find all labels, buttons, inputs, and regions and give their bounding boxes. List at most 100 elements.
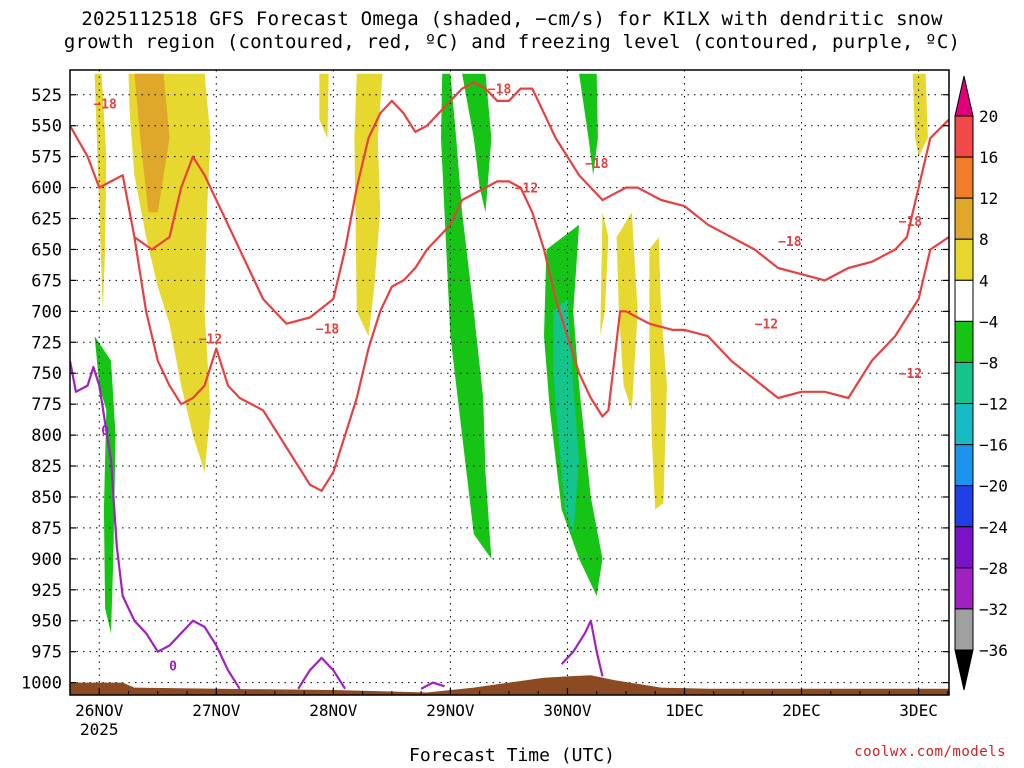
colorbar-box-1 xyxy=(954,156,974,199)
colorbar-label-10: −24 xyxy=(979,518,1008,537)
colorbar-box-11 xyxy=(954,567,974,610)
y-tick-label-825: 825 xyxy=(31,457,62,477)
omega-region-14 xyxy=(912,73,928,157)
colorbar-label-13: −36 xyxy=(979,641,1008,660)
y-axis: 525 550 575 600 625 650 675 700 725 750 775 800 825 8… xyxy=(21,86,949,694)
colorbar-box-12 xyxy=(954,608,974,651)
contour-label-11: 0 xyxy=(169,659,177,674)
colorbar-label-1: 16 xyxy=(979,148,998,167)
contour-line-2 xyxy=(70,360,241,690)
x-tick-label-1DEC: 1DEC xyxy=(665,701,704,720)
contour-label-2: −18 xyxy=(488,83,512,98)
omega-region-2 xyxy=(134,73,170,213)
omega-region-7 xyxy=(462,73,492,213)
colorbar-box-6 xyxy=(954,361,974,405)
omega-region-6 xyxy=(441,73,492,559)
omega-region-13 xyxy=(649,237,667,510)
contour-line-3 xyxy=(297,656,347,690)
y-tick-label-775: 775 xyxy=(31,395,62,415)
y-tick-label-525: 525 xyxy=(31,86,62,106)
contour-label-1: −18 xyxy=(316,323,340,338)
contour-label-9: −12 xyxy=(899,367,922,382)
colorbar-box-5 xyxy=(954,320,974,363)
y-tick-label-600: 600 xyxy=(31,179,62,199)
x-tick-label-3DEC: 3DEC xyxy=(899,701,938,720)
contour-line-0 xyxy=(70,81,949,325)
y-tick-label-750: 750 xyxy=(31,364,62,384)
x-tick-label-29NOV: 29NOV xyxy=(426,701,475,720)
colorbar-label-8: −16 xyxy=(979,436,1008,455)
contour-line-4 xyxy=(420,681,445,690)
y-tick-label-850: 850 xyxy=(31,488,62,508)
chart-title-line-2: growth region (contoured, red, ºC) and f… xyxy=(63,31,961,53)
colorbar-label-6: −8 xyxy=(979,353,998,372)
x-tick-label-30NOV: 30NOV xyxy=(543,701,592,720)
y-tick-label-725: 725 xyxy=(31,333,62,353)
x-tick-label-28NOV: 28NOV xyxy=(309,701,358,720)
colorbar-label-7: −12 xyxy=(979,395,1008,414)
colorbar-label-12: −32 xyxy=(979,600,1008,619)
y-tick-label-875: 875 xyxy=(31,519,62,539)
colorbar-box-7 xyxy=(954,403,974,446)
x-tick-sublabel-26NOV: 2025 xyxy=(80,720,119,739)
contour-label-3: −12 xyxy=(515,182,538,197)
omega-region-4 xyxy=(319,73,329,139)
omega-region-0 xyxy=(94,73,107,312)
contour-label-8: −18 xyxy=(899,215,923,230)
colorbar-box-4 xyxy=(954,279,974,322)
y-tick-label-550: 550 xyxy=(31,117,62,137)
y-tick-label-1000: 1000 xyxy=(21,674,62,694)
colorbar-label-3: 8 xyxy=(979,230,989,249)
omega-region-5 xyxy=(354,73,383,337)
y-tick-label-575: 575 xyxy=(31,148,62,168)
y-tick-label-950: 950 xyxy=(31,612,62,632)
colorbar: 20 16 12 8 4 −4 −8 −12 −16 −20 −24 −28 −32 −36 xyxy=(954,75,1008,691)
colorbar-box-3 xyxy=(954,238,974,281)
plot-frame xyxy=(69,69,950,696)
x-tick-label-26NOV: 26NOV xyxy=(75,701,124,720)
contour-labels: −18 −18 −18 −12 −18 −18 −12 −12 −18 −12 0 0 xyxy=(93,83,922,675)
ground-terrain xyxy=(70,675,949,695)
colorbar-label-4: 4 xyxy=(979,271,989,290)
omega-region-3 xyxy=(181,187,199,337)
colorbar-label-11: −28 xyxy=(979,559,1008,578)
contour-label-10: 0 xyxy=(101,424,109,439)
contour-line-1 xyxy=(133,180,949,492)
y-tick-label-675: 675 xyxy=(31,271,62,291)
colorbar-top-arrow xyxy=(954,75,974,117)
contour-label-6: −12 xyxy=(199,333,222,348)
colorbar-label-5: −4 xyxy=(979,312,998,331)
colorbar-box-10 xyxy=(954,526,974,569)
colorbar-box-2 xyxy=(954,197,974,240)
omega-region-9 xyxy=(553,299,580,535)
omega-region-11 xyxy=(600,212,609,337)
contour-label-0: −18 xyxy=(93,97,117,112)
omega-region-10 xyxy=(579,73,598,176)
contour-label-7: −12 xyxy=(755,318,778,333)
colorbar-box-9 xyxy=(954,485,974,528)
contour-line-5 xyxy=(560,619,604,677)
contour-label-5: −18 xyxy=(778,235,802,250)
omega-shading xyxy=(94,73,928,634)
y-tick-label-650: 650 xyxy=(31,240,62,260)
y-tick-label-625: 625 xyxy=(31,210,62,230)
x-tick-label-27NOV: 27NOV xyxy=(192,701,241,720)
x-tick-label-2DEC: 2DEC xyxy=(782,701,821,720)
colorbar-label-0: 20 xyxy=(979,107,998,126)
colorbar-box-8 xyxy=(954,444,974,487)
y-tick-label-900: 900 xyxy=(31,550,62,570)
x-axis-title: Forecast Time (UTC) xyxy=(409,745,615,766)
ground-layer xyxy=(70,675,949,695)
contour-label-4: −18 xyxy=(585,157,609,172)
colorbar-label-2: 12 xyxy=(979,189,998,208)
credit-link[interactable]: coolwx.com/models xyxy=(854,744,1006,760)
colorbar-bottom-arrow xyxy=(954,649,974,691)
y-tick-label-700: 700 xyxy=(31,302,62,322)
chart-title-line-1: 2025112518 GFS Forecast Omega (shaded, −… xyxy=(81,8,943,30)
colorbar-box-0 xyxy=(954,115,974,158)
contours xyxy=(70,81,949,690)
colorbar-label-9: −20 xyxy=(979,477,1008,496)
grid xyxy=(70,70,949,695)
